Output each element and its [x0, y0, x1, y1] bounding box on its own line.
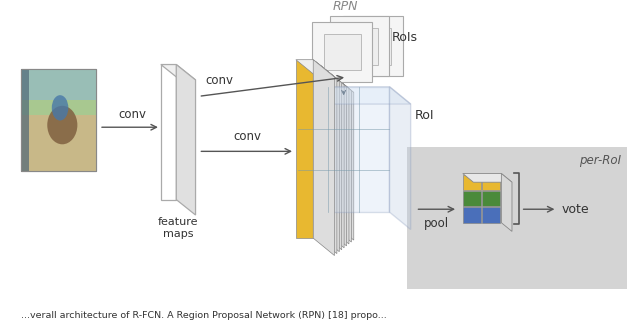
Text: pool: pool — [424, 217, 449, 230]
Bar — [313, 73, 330, 225]
Bar — [482, 175, 500, 190]
Bar — [312, 22, 372, 82]
Bar — [341, 28, 378, 65]
Bar — [310, 71, 328, 227]
Text: RoIs: RoIs — [392, 31, 417, 44]
Bar — [463, 175, 481, 190]
Polygon shape — [310, 71, 349, 89]
Text: RPN: RPN — [333, 0, 358, 13]
Text: RoI: RoI — [415, 109, 434, 122]
Polygon shape — [316, 62, 337, 254]
Text: per-RoI: per-RoI — [579, 153, 621, 166]
Bar — [305, 67, 323, 230]
Polygon shape — [328, 71, 349, 244]
Bar — [308, 69, 325, 228]
Polygon shape — [308, 69, 346, 87]
Polygon shape — [296, 60, 335, 77]
Text: conv: conv — [118, 108, 146, 121]
Polygon shape — [318, 64, 339, 252]
Bar — [21, 115, 96, 171]
Bar — [355, 28, 392, 65]
Bar — [482, 191, 500, 206]
Bar — [343, 16, 403, 76]
Ellipse shape — [47, 106, 77, 144]
Text: vote: vote — [561, 203, 589, 216]
Polygon shape — [303, 65, 342, 83]
Bar — [324, 34, 360, 70]
Polygon shape — [325, 69, 346, 246]
Bar — [21, 69, 96, 171]
Bar — [21, 69, 96, 100]
Bar — [298, 87, 390, 212]
Polygon shape — [390, 87, 411, 229]
Bar — [161, 65, 176, 200]
Bar — [298, 62, 316, 236]
Bar — [407, 147, 627, 289]
Polygon shape — [305, 67, 344, 85]
Polygon shape — [501, 174, 512, 231]
Ellipse shape — [52, 95, 68, 121]
Bar — [463, 207, 481, 223]
Text: feature
maps: feature maps — [158, 217, 198, 239]
Polygon shape — [333, 75, 354, 240]
Bar — [463, 191, 481, 206]
Bar — [21, 69, 29, 171]
Polygon shape — [176, 65, 196, 215]
Text: ...verall architecture of R-FCN. A Region Proposal Network (RPN) [18] propo...: ...verall architecture of R-FCN. A Regio… — [21, 311, 387, 320]
Polygon shape — [330, 73, 351, 242]
Polygon shape — [301, 64, 339, 81]
Bar — [21, 69, 96, 171]
Bar — [315, 75, 333, 223]
Polygon shape — [323, 67, 344, 248]
Polygon shape — [463, 174, 512, 182]
Bar — [21, 69, 96, 115]
Text: conv: conv — [234, 130, 262, 143]
Bar — [296, 60, 313, 238]
Text: conv: conv — [205, 74, 233, 87]
Polygon shape — [161, 65, 196, 80]
Polygon shape — [315, 75, 354, 93]
Bar — [330, 16, 390, 76]
Bar — [301, 64, 318, 234]
Polygon shape — [298, 87, 411, 104]
Polygon shape — [313, 73, 351, 91]
Polygon shape — [321, 65, 342, 250]
Polygon shape — [298, 62, 337, 79]
Polygon shape — [313, 60, 335, 255]
Bar — [303, 65, 321, 232]
Bar — [482, 207, 500, 223]
